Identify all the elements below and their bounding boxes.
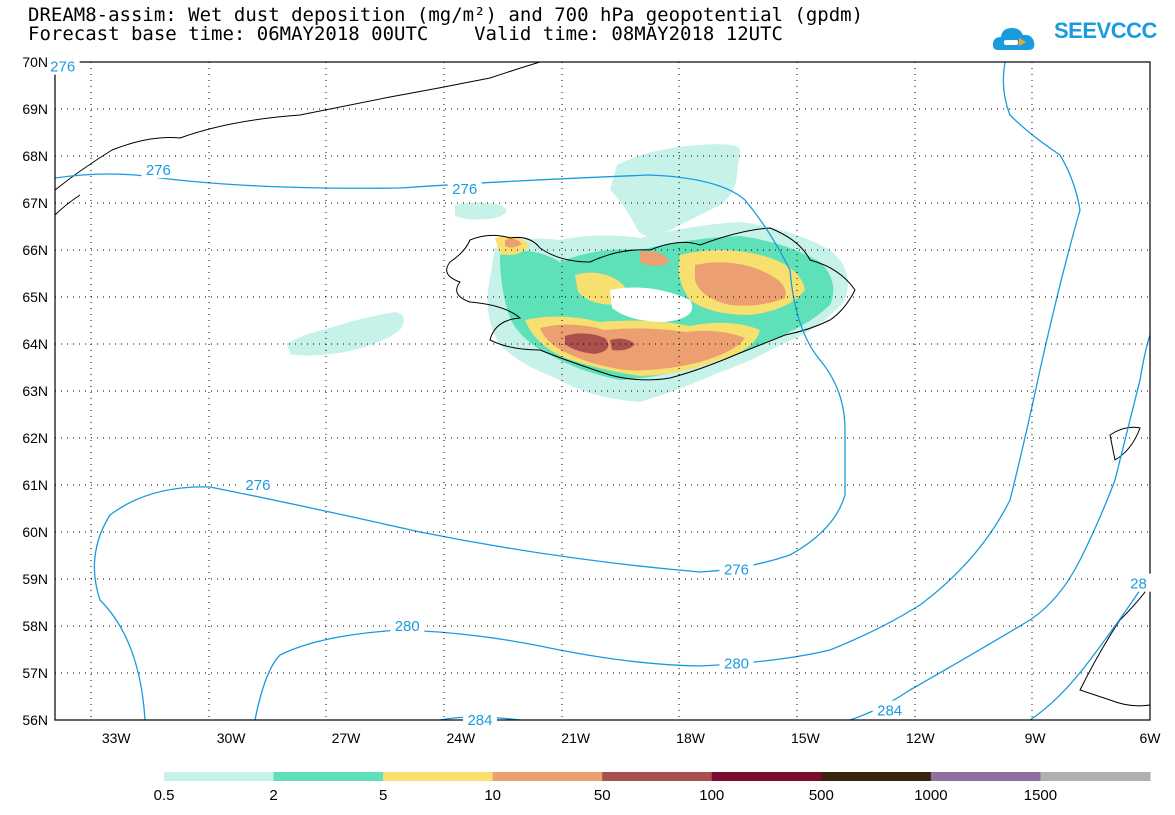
legend-label: 1000 bbox=[914, 787, 947, 804]
dust-area-light bbox=[455, 202, 507, 220]
legend-label: 10 bbox=[484, 787, 501, 804]
graticule bbox=[55, 62, 1150, 720]
contour-label: 276 bbox=[245, 477, 270, 494]
legend-swatch bbox=[711, 772, 822, 781]
longitude-label: 12W bbox=[906, 730, 936, 746]
contour-label: 276 bbox=[724, 562, 749, 579]
latitude-label: 69N bbox=[22, 101, 48, 117]
latitude-label: 60N bbox=[22, 524, 48, 540]
legend-swatch bbox=[273, 772, 384, 781]
contour-label-bg bbox=[719, 559, 754, 578]
latitude-label: 68N bbox=[22, 148, 48, 164]
longitude-label: 24W bbox=[446, 730, 476, 746]
dust-deposition-field bbox=[287, 144, 848, 402]
scotland-coastline bbox=[1079, 583, 1151, 707]
dust-area-light bbox=[287, 312, 404, 356]
contour-label: 276 bbox=[146, 162, 171, 179]
faroe-coastline bbox=[1109, 426, 1141, 461]
dust-area-orange bbox=[505, 238, 522, 248]
legend-label: 1500 bbox=[1024, 787, 1057, 804]
iceland-coastline bbox=[446, 227, 856, 381]
legend-swatch bbox=[492, 772, 603, 781]
latitude-label: 66N bbox=[22, 242, 48, 258]
latitude-label: 61N bbox=[22, 477, 48, 493]
latitude-labels: 70N 69N 68N 67N 66N 65N 64N 63N 62N 61N 60N 59N 58N 5… bbox=[22, 54, 48, 728]
legend-swatch bbox=[1040, 772, 1151, 781]
greenland-coastline bbox=[54, 194, 81, 216]
contour-label: 284 bbox=[467, 712, 492, 729]
contour-label: 284 bbox=[877, 703, 902, 720]
longitude-label: 18W bbox=[676, 730, 706, 746]
longitude-label: 15W bbox=[791, 730, 821, 746]
contour-label-bg bbox=[240, 475, 275, 493]
longitude-label: 30W bbox=[217, 730, 247, 746]
legend-label: 100 bbox=[699, 787, 724, 804]
contour-label: 276 bbox=[452, 181, 477, 198]
longitude-label: 21W bbox=[561, 730, 591, 746]
contour-label: 280 bbox=[724, 656, 749, 673]
longitude-labels: 33W 30W 27W 24W 21W 18W 15W 12W 9W 6W bbox=[102, 730, 1161, 746]
longitude-label: 9W bbox=[1025, 730, 1047, 746]
longitude-label: 6W bbox=[1140, 730, 1162, 746]
cloud-logo-icon bbox=[992, 28, 1035, 50]
latitude-label: 59N bbox=[22, 571, 48, 587]
legend-swatch bbox=[930, 772, 1041, 781]
contour-label: 276 bbox=[50, 59, 75, 76]
map-subtitle: Forecast base time: 06MAY2018 00UTC Vali… bbox=[28, 23, 783, 45]
contour-labels: 276 276 276 276 276 280 280 284 284 28 bbox=[45, 56, 1156, 729]
contour-label-bg bbox=[390, 616, 425, 634]
color-legend: 0.5 2 5 10 50 100 500 1000 1500 bbox=[154, 772, 1151, 804]
contour-label: 280 bbox=[395, 618, 420, 635]
latitude-label: 63N bbox=[22, 383, 48, 399]
dust-area-brown bbox=[565, 333, 609, 354]
latitude-label: 65N bbox=[22, 289, 48, 305]
map-title: DREAM8-assim: Wet dust deposition (mg/m²… bbox=[28, 4, 864, 26]
latitude-label: 58N bbox=[22, 618, 48, 634]
legend-label: 50 bbox=[594, 787, 611, 804]
legend-label: 0.5 bbox=[154, 787, 175, 804]
legend-label: 2 bbox=[269, 787, 277, 804]
longitude-label: 27W bbox=[332, 730, 362, 746]
legend-label: 5 bbox=[379, 787, 387, 804]
legend-swatch bbox=[602, 772, 713, 781]
logo-text: SEEVCCC bbox=[1054, 18, 1157, 43]
latitude-label: 62N bbox=[22, 430, 48, 446]
greenland-coastline bbox=[54, 61, 541, 191]
dust-area-orange bbox=[695, 262, 786, 306]
legend-swatch bbox=[821, 772, 932, 781]
dust-area-light bbox=[610, 144, 740, 237]
dust-area-brown bbox=[610, 338, 635, 351]
latitude-label: 56N bbox=[22, 712, 48, 728]
legend-swatch bbox=[383, 772, 494, 781]
contour-label-bg bbox=[462, 710, 497, 728]
map-frame bbox=[54, 61, 1151, 721]
contour-label-bg bbox=[45, 56, 80, 75]
longitude-label: 33W bbox=[102, 730, 132, 746]
latitude-label: 57N bbox=[22, 665, 48, 681]
contour-label-bg bbox=[447, 178, 482, 197]
dust-free-area bbox=[610, 287, 693, 322]
legend-label: 500 bbox=[809, 787, 834, 804]
contour-label-bg bbox=[872, 700, 907, 719]
legend-swatch bbox=[164, 772, 275, 781]
contour-label: 28 bbox=[1130, 576, 1147, 593]
contour-label-bg bbox=[719, 653, 754, 672]
contour-label-bg bbox=[141, 160, 176, 179]
contour-label-bg bbox=[1121, 573, 1156, 592]
dust-area-orange bbox=[640, 251, 670, 266]
latitude-label: 64N bbox=[22, 336, 48, 352]
latitude-label: 70N bbox=[22, 54, 48, 70]
latitude-label: 67N bbox=[22, 195, 48, 211]
